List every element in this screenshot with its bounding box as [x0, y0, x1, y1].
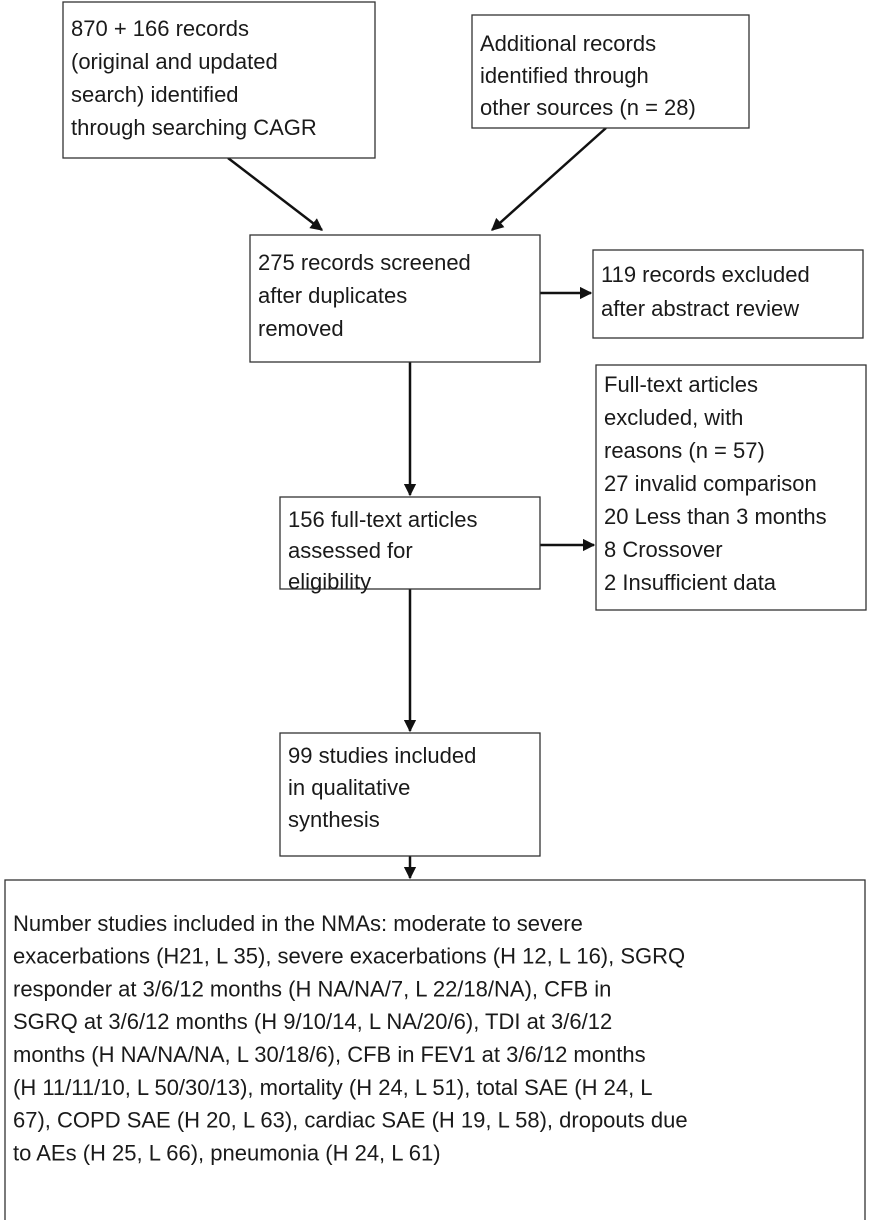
- arrow: [227, 157, 323, 231]
- flow-box: 119 records excluded after abstract revie…: [592, 249, 864, 339]
- box-text-line: in qualitative: [288, 775, 410, 800]
- box-text-line: 2 Insufficient data: [604, 570, 777, 595]
- flow-box: Additional records identified through othe…: [471, 14, 750, 129]
- box-text-line: SGRQ at 3/6/12 months (H 9/10/14, L NA/2…: [13, 1009, 612, 1034]
- box-text-line: 27 invalid comparison: [604, 471, 817, 496]
- box: [279, 732, 541, 857]
- box-text-line: exacerbations (H21, L 35), severe exacer…: [13, 944, 685, 969]
- box: [4, 879, 866, 1225]
- box-text-line: Full-text articles: [604, 372, 758, 397]
- box-text-line: 67), COPD SAE (H 20, L 63), cardiac SAE …: [13, 1108, 688, 1133]
- box-text-line: months (H NA/NA/NA, L 30/18/6), CFB in F…: [13, 1042, 646, 1067]
- box-text-line: excluded, with: [604, 405, 743, 430]
- box-text-line: after duplicates: [258, 283, 407, 308]
- flow-box: Full-text articles excluded, with reasons …: [595, 364, 867, 611]
- flow-box: 156 full-text articles assessed for eligib…: [279, 496, 541, 594]
- flow-box: Number studies included in the NMAs: mod…: [4, 879, 866, 1225]
- box-text-line: identified through: [480, 63, 649, 88]
- box-text-line: 275 records screened: [258, 250, 471, 275]
- box-text-line: reasons (n = 57): [604, 438, 765, 463]
- flow-box: 99 studies included in qualitative synthes…: [279, 732, 541, 857]
- box-text-line: 119 records excluded: [601, 262, 810, 287]
- arrows: [227, 127, 607, 880]
- box: [592, 249, 864, 339]
- box-text-line: 99 studies included: [288, 743, 476, 768]
- box: [62, 1, 376, 159]
- box-text-line: other sources (n = 28): [480, 95, 696, 120]
- box-text-line: responder at 3/6/12 months (H NA/NA/7, L…: [13, 976, 611, 1001]
- box-text-line: removed: [258, 316, 344, 341]
- flow-box: 275 records screened after duplicates remo…: [249, 234, 541, 363]
- box-text-line: 156 full-text articles: [288, 507, 478, 532]
- box: [279, 496, 541, 590]
- box-text-line: 8 Crossover: [604, 537, 723, 562]
- box-text-line: synthesis: [288, 807, 380, 832]
- box: [471, 14, 750, 129]
- flow-box: 870 + 166 records (original and updated se…: [62, 1, 376, 159]
- box-text-line: (original and updated: [71, 49, 278, 74]
- box-text-line: through searching CAGR: [71, 115, 317, 140]
- arrow: [491, 127, 607, 231]
- box-text-line: (H 11/11/10, L 50/30/13), mortality (H 2…: [13, 1075, 653, 1100]
- box-text-line: Additional records: [480, 31, 656, 56]
- box-text-line: Number studies included in the NMAs: mod…: [13, 911, 583, 936]
- box: [249, 234, 541, 363]
- box-text-line: after abstract review: [601, 296, 799, 321]
- box-text-line: search) identified: [71, 82, 239, 107]
- box-text-line: 870 + 166 records: [71, 16, 249, 41]
- box-text-line: eligibility: [288, 569, 371, 594]
- box-text-line: to AEs (H 25, L 66), pneumonia (H 24, L …: [13, 1140, 441, 1165]
- box-text-line: assessed for: [288, 538, 413, 563]
- box: [595, 364, 867, 611]
- box-text-line: 20 Less than 3 months: [604, 504, 827, 529]
